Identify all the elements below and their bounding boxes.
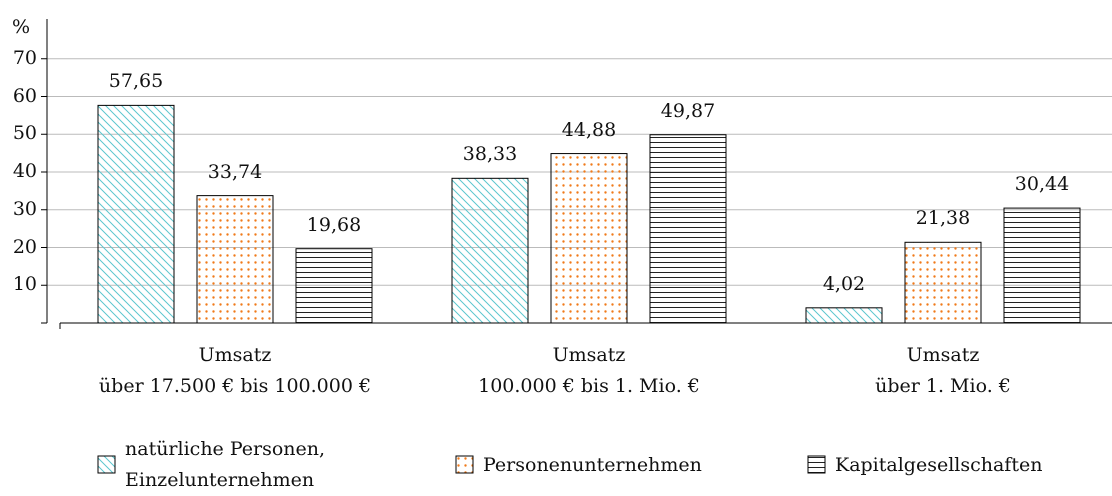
- value-label: 57,65: [108, 70, 164, 93]
- y-axis-label: %: [12, 16, 31, 38]
- y-tick-label: 40: [12, 160, 37, 182]
- legend-swatch: [455, 455, 474, 474]
- value-label: 30,44: [1014, 173, 1070, 196]
- value-label: 49,87: [660, 99, 716, 122]
- bar: [295, 248, 373, 324]
- bar: [649, 134, 727, 324]
- bar: [196, 195, 274, 324]
- bar: [1003, 207, 1081, 324]
- value-label: 4,02: [822, 272, 866, 295]
- value-label: 33,74: [207, 160, 263, 183]
- y-tick-label: 70: [12, 46, 37, 69]
- bar: [550, 153, 628, 324]
- x-tick-label: Umsatz über 1. Mio. €: [875, 344, 1011, 397]
- y-tick-label: 60: [12, 84, 37, 107]
- value-label: 21,38: [915, 207, 971, 230]
- y-tick-label: 10: [12, 273, 37, 296]
- x-tick-label: Umsatz über 17.500 € bis 100.000 €: [98, 344, 372, 397]
- value-label: 19,68: [306, 213, 362, 236]
- bar: [904, 241, 982, 324]
- legend-label: Kapitalgesellschaften: [835, 453, 1043, 476]
- y-tick-label: 50: [12, 122, 37, 145]
- value-label: 38,33: [462, 143, 518, 166]
- bar: [805, 307, 883, 324]
- y-tick-label: 20: [12, 235, 37, 258]
- legend-swatch: [807, 455, 826, 474]
- value-label: 44,88: [561, 118, 617, 141]
- legend-label: natürliche Personen, Einzelunternehmen: [125, 438, 326, 491]
- x-tick-label: Umsatz 100.000 € bis 1. Mio. €: [478, 344, 700, 397]
- legend-label: Personenunternehmen: [483, 453, 702, 476]
- y-tick-label: 30: [12, 197, 37, 220]
- legend-swatch: [97, 455, 116, 474]
- bar: [97, 104, 175, 324]
- bar: [451, 177, 529, 324]
